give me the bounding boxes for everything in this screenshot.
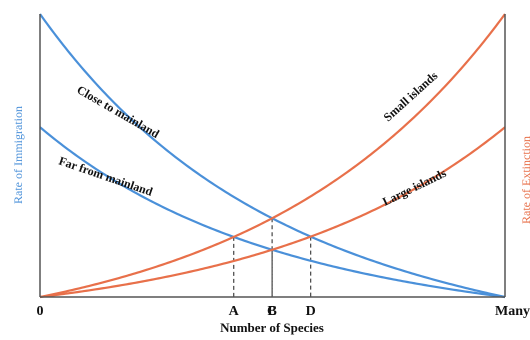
y-axis-label-left: Rate of Immigration — [11, 106, 25, 204]
x-tick-b: B — [267, 304, 276, 319]
curve-large-islands — [39, 126, 506, 299]
equilibrium-guides — [233, 218, 312, 297]
curves — [39, 13, 506, 299]
x-tick-d: D — [306, 304, 316, 319]
x-tick-0: 0 — [37, 304, 44, 319]
label-small-islands: Small islands — [381, 68, 441, 124]
label-large-islands: Large islands — [380, 166, 448, 209]
x-tick-a: A — [229, 304, 240, 319]
label-far-from-mainland: Far from mainland — [57, 154, 155, 199]
curve-small-islands — [39, 13, 506, 299]
label-close-to-mainland: Close to mainland — [75, 82, 163, 141]
y-axis-label-right: Rate of Extinction — [519, 136, 530, 224]
x-tick-labels: 0 A BC D Many — [37, 304, 530, 319]
x-axis-label: Number of Species — [220, 320, 324, 335]
x-tick-many: Many — [495, 304, 530, 319]
x-tick-c: C — [267, 304, 277, 319]
